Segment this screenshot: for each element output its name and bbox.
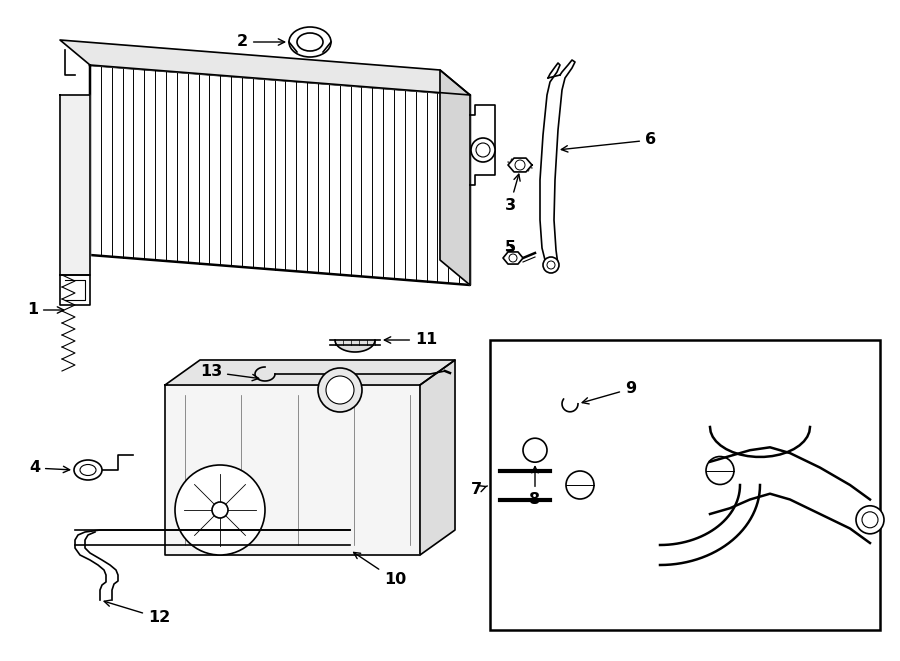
- Circle shape: [175, 465, 265, 555]
- Circle shape: [509, 254, 517, 262]
- Circle shape: [862, 512, 878, 527]
- Text: 1: 1: [27, 303, 64, 317]
- Ellipse shape: [80, 465, 96, 475]
- Polygon shape: [90, 65, 470, 285]
- Bar: [490, 340, 880, 630]
- Circle shape: [856, 506, 884, 534]
- Text: 13: 13: [200, 364, 258, 381]
- Polygon shape: [503, 252, 523, 264]
- Text: 12: 12: [104, 600, 170, 625]
- Ellipse shape: [289, 27, 331, 57]
- Text: 7: 7: [471, 483, 488, 498]
- Text: 9: 9: [582, 381, 636, 404]
- Text: 10: 10: [354, 553, 406, 588]
- Polygon shape: [335, 340, 375, 352]
- Circle shape: [547, 261, 555, 269]
- Polygon shape: [440, 70, 470, 285]
- Polygon shape: [60, 40, 470, 95]
- Circle shape: [543, 257, 559, 273]
- Polygon shape: [420, 360, 455, 555]
- Circle shape: [212, 502, 228, 518]
- Text: 5: 5: [504, 241, 516, 256]
- Text: 11: 11: [384, 332, 437, 348]
- Text: 3: 3: [504, 174, 520, 212]
- Circle shape: [318, 368, 362, 412]
- Text: 6: 6: [562, 132, 656, 152]
- Circle shape: [515, 160, 525, 170]
- Ellipse shape: [297, 33, 323, 51]
- Polygon shape: [60, 95, 90, 275]
- Circle shape: [326, 376, 354, 404]
- Text: 8: 8: [529, 467, 541, 507]
- Text: 2: 2: [237, 34, 284, 50]
- Polygon shape: [508, 158, 532, 172]
- Polygon shape: [165, 360, 455, 385]
- Polygon shape: [165, 385, 420, 555]
- Text: 4: 4: [29, 461, 69, 475]
- Circle shape: [471, 138, 495, 162]
- Circle shape: [476, 143, 490, 157]
- Ellipse shape: [74, 460, 102, 480]
